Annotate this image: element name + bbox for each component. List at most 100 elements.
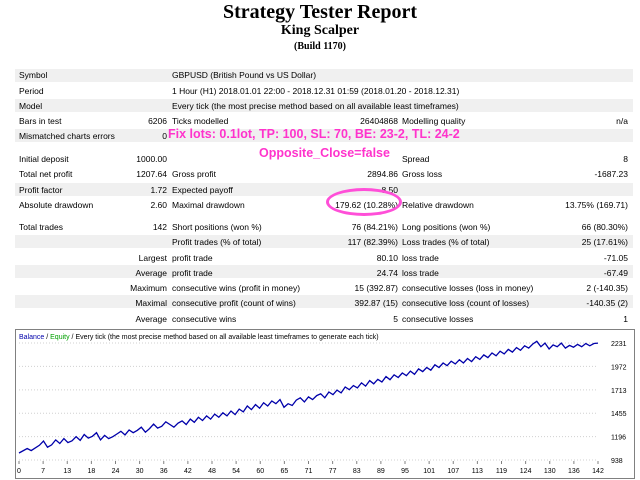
expected-payoff-label: Expected payoff <box>172 185 233 195</box>
balance-chart: Balance / Equity / Every tick (the most … <box>15 329 635 479</box>
report-title: Strategy Tester Report <box>222 1 418 23</box>
x-tick-label: 89 <box>377 468 385 475</box>
total-trades-label: Total trades <box>19 222 63 232</box>
y-tick-label: 938 <box>611 458 623 465</box>
y-tick-label: 2231 <box>611 341 627 348</box>
profit-factor-value: 1.72 <box>150 185 167 195</box>
bars-label: Bars in test <box>19 116 62 126</box>
x-tick-label: 36 <box>160 468 168 475</box>
y-tick-labels: 2231 1972 1713 1455 1196 938 <box>611 341 627 465</box>
balance-line <box>18 340 599 454</box>
loss-trades-label: Loss trades (% of total) <box>402 237 490 247</box>
rel-drawdown-label: Relative drawdown <box>402 200 474 210</box>
x-tick-label: 42 <box>184 468 192 475</box>
average2-label: Average <box>135 314 167 324</box>
spread-label: Spread <box>402 154 430 164</box>
row-shade <box>15 129 633 142</box>
x-tick-label: 107 <box>447 468 459 475</box>
chart-grid <box>18 342 599 464</box>
x-tick-label: 83 <box>353 468 361 475</box>
x-tick-label: 13 <box>63 468 71 475</box>
model-label: Model <box>19 101 43 111</box>
chart-series <box>18 340 599 454</box>
x-tick-label: 95 <box>401 468 409 475</box>
expert-name: King Scalper <box>280 23 360 38</box>
maximal-label: Maximal <box>135 298 167 308</box>
short-positions-label: Short positions (won %) <box>172 222 262 232</box>
long-positions-value: 66 (80.30%) <box>581 222 628 232</box>
avg-cons-losses-label: consecutive losses <box>402 314 474 324</box>
chart-legend: Balance / Equity / Every tick (the most … <box>19 334 379 341</box>
x-tick-label: 136 <box>568 468 580 475</box>
y-tick-label: 1196 <box>611 435 626 442</box>
build-number: (Build 1170) <box>294 41 346 52</box>
avg-cons-losses-value: 1 <box>623 314 628 324</box>
x-tick-label: 24 <box>112 468 120 475</box>
average-profit-label: profit trade <box>172 268 213 278</box>
x-tick-label: 77 <box>329 468 337 475</box>
gross-loss-value: -1687.23 <box>594 169 628 179</box>
x-tick-label: 71 <box>305 468 313 475</box>
largest-loss-value: -71.05 <box>603 253 628 263</box>
max-cons-wins-value: 15 (392.87) <box>354 283 398 293</box>
row-shade <box>15 183 633 196</box>
max-cons-losses-label: consecutive losses (loss in money) <box>402 283 534 293</box>
mismatch-label: Mismatched charts errors <box>19 131 115 141</box>
maximum-label: Maximum <box>130 283 167 293</box>
y-tick-label: 1455 <box>611 411 627 418</box>
gross-loss-label: Gross loss <box>402 169 443 179</box>
x-tick-label: 124 <box>520 468 532 475</box>
row-shade <box>15 99 633 112</box>
chart-frame <box>15 329 635 479</box>
period-value: 1 Hour (H1) 2018.01.01 22:00 - 2018.12.3… <box>172 86 460 96</box>
net-profit-value: 1207.64 <box>136 169 167 179</box>
total-trades-value: 142 <box>152 222 167 232</box>
x-tick-label: 142 <box>592 468 604 475</box>
maximal-cons-profit-value: 392.87 (15) <box>354 298 398 308</box>
x-tick-label: 30 <box>136 468 144 475</box>
long-positions-label: Long positions (won %) <box>402 222 491 232</box>
period-label: Period <box>19 86 44 96</box>
average-loss-label: loss trade <box>402 268 439 278</box>
largest-profit-label: profit trade <box>172 253 213 263</box>
x-tick-label: 130 <box>544 468 556 475</box>
average-profit-value: 24.74 <box>376 268 398 278</box>
x-tick-label: 119 <box>496 468 507 475</box>
ticks-label: Ticks modelled <box>172 116 229 126</box>
gross-profit-value: 2894.86 <box>367 169 398 179</box>
y-tick-label: 1972 <box>611 364 627 371</box>
abs-drawdown-label: Absolute drawdown <box>19 200 94 210</box>
profit-trades-value: 117 (82.39%) <box>347 237 398 247</box>
legend-equity: Equity <box>50 334 70 341</box>
avg-cons-wins-label: consecutive wins <box>172 314 237 324</box>
maximal-cons-loss-label: consecutive loss (count of losses) <box>402 298 530 308</box>
max-cons-losses-value: 2 (-140.35) <box>586 283 628 293</box>
maximal-cons-loss-value: -140.35 (2) <box>586 298 628 308</box>
largest-profit-value: 80.10 <box>376 253 398 263</box>
x-tick-label: 7 <box>41 468 45 475</box>
maximal-cons-profit-label: consecutive profit (count of wins) <box>172 298 296 308</box>
loss-trades-value: 25 (17.61%) <box>581 237 628 247</box>
x-tick-labels: 0 7 13 18 24 30 36 42 48 54 60 65 71 77 83 89 95 101 107 11… <box>17 468 604 475</box>
settings-annotation: Fix lots: 0.1lot, TP: 100, SL: 70, BE: 2… <box>168 127 460 141</box>
bars-value: 6206 <box>148 116 167 126</box>
x-tick-label: 101 <box>423 468 435 475</box>
symbol-label: Symbol <box>19 70 48 80</box>
legend-text: / Every tick (the most precise method ba… <box>70 334 379 341</box>
max-drawdown-label: Maximal drawdown <box>172 200 245 210</box>
row-shade <box>15 69 633 82</box>
row-shade <box>15 265 633 278</box>
avg-cons-wins-value: 5 <box>393 314 398 324</box>
row-shade <box>15 235 633 248</box>
model-value: Every tick (the most precise method base… <box>172 101 459 111</box>
row-shade <box>15 295 633 308</box>
legend-balance: Balance <box>19 334 44 341</box>
initial-deposit-value: 1000.00 <box>136 154 167 164</box>
y-tick-label: 1713 <box>611 388 627 395</box>
profit-trades-label: Profit trades (% of total) <box>172 237 262 247</box>
net-profit-label: Total net profit <box>19 169 73 179</box>
initial-deposit-label: Initial deposit <box>19 154 69 164</box>
opposite-close-annotation: Opposite_Close=false <box>259 146 390 160</box>
largest-loss-label: loss trade <box>402 253 439 263</box>
quality-value: n/a <box>616 116 628 126</box>
